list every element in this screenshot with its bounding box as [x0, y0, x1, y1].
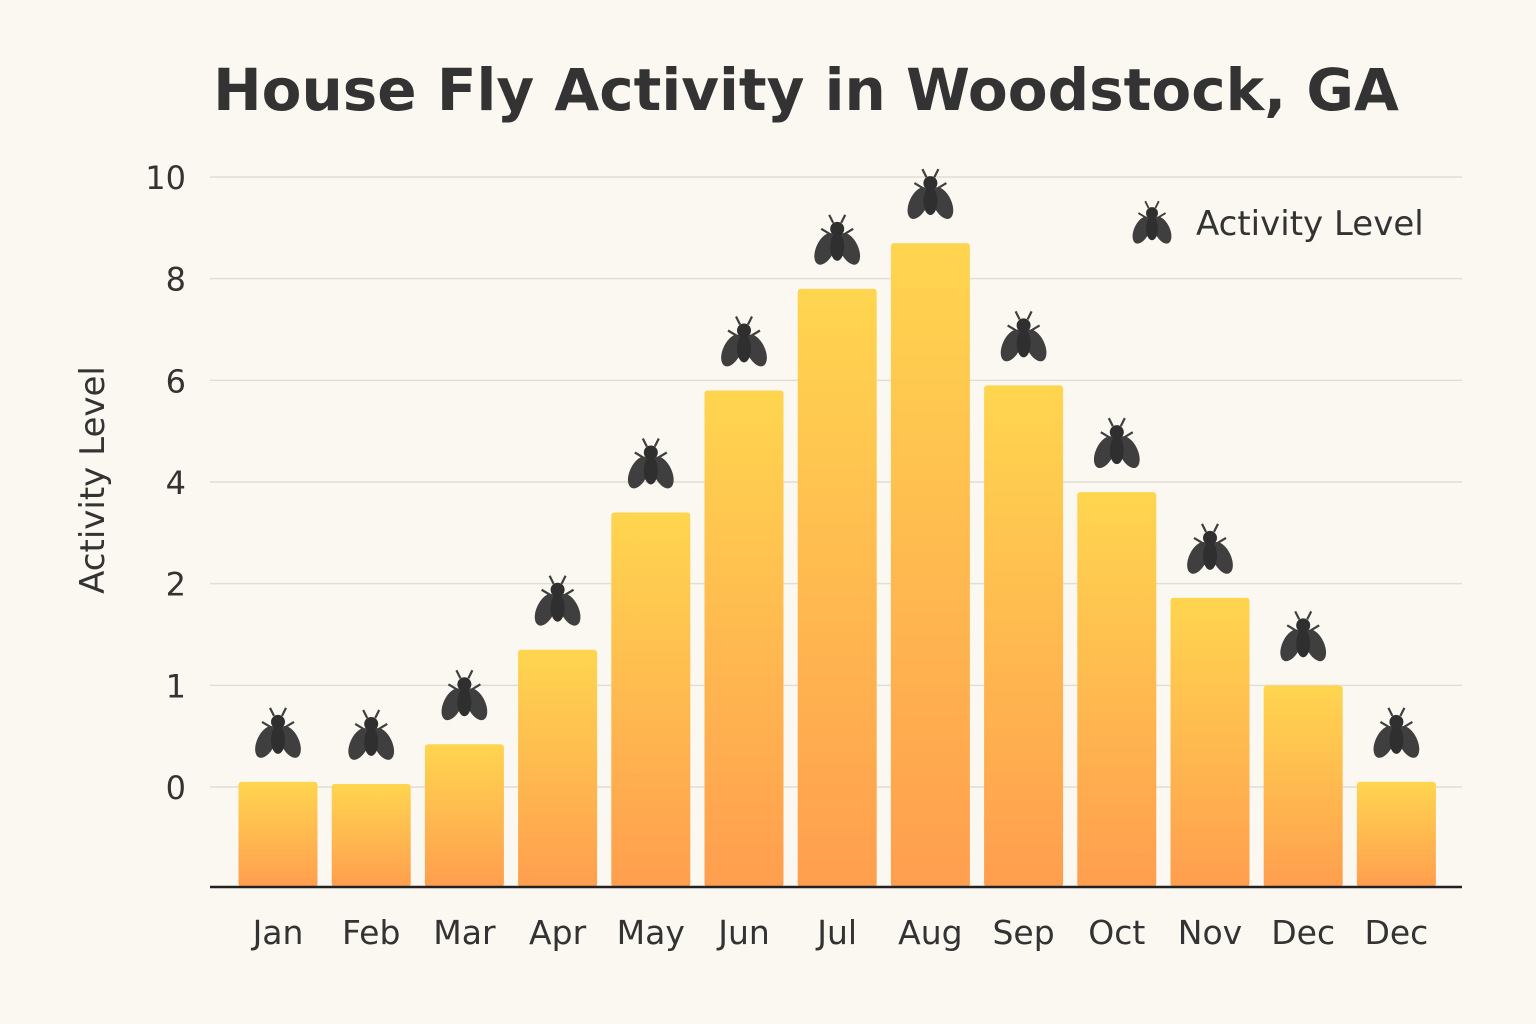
bar-jan	[238, 781, 318, 887]
x-tick-label: Jan	[251, 913, 304, 952]
fly-icon	[715, 315, 773, 371]
x-tick-label: Jul	[815, 913, 857, 952]
fly-icon	[249, 706, 307, 763]
fly-icon	[622, 437, 680, 493]
y-tick-label: 2	[166, 566, 186, 604]
bar-apr	[518, 649, 598, 887]
fly-icon	[995, 310, 1053, 366]
x-tick-label: Apr	[529, 913, 587, 952]
bar-dec	[1263, 685, 1343, 887]
x-tick-label: Oct	[1088, 913, 1145, 952]
legend: Activity Level	[1127, 200, 1424, 248]
y-tick-label: 8	[166, 261, 186, 299]
fly-icon	[342, 708, 400, 765]
x-tick-label: Sep	[992, 913, 1054, 952]
bar-aug	[890, 243, 970, 888]
fly-icon	[808, 213, 866, 270]
y-tick-label: 6	[166, 362, 186, 400]
legend-label: Activity Level	[1196, 204, 1424, 244]
chart-title: House Fly Activity in Woodstock, GA	[213, 56, 1399, 124]
y-tick-label: 4	[166, 464, 186, 502]
x-tick-label: Dec	[1364, 913, 1428, 952]
y-tick-label: 10	[145, 159, 186, 197]
bar-dec	[1356, 781, 1436, 887]
bar-jul	[797, 288, 877, 887]
x-tick-label: Feb	[342, 913, 400, 952]
bar-jun	[704, 390, 784, 887]
x-tick-label: Jun	[716, 913, 770, 952]
fly-icon	[1088, 417, 1146, 473]
legend-fly-icon	[1127, 200, 1177, 248]
x-tick-label: May	[617, 913, 685, 952]
x-tick-label: Mar	[433, 913, 496, 952]
x-tick-label: Nov	[1178, 913, 1242, 952]
y-tick-label: 0	[166, 769, 186, 807]
bar-oct	[1077, 492, 1157, 887]
x-tick-label: Aug	[898, 913, 962, 952]
bar-may	[611, 512, 691, 887]
x-tick-label: Dec	[1271, 913, 1335, 952]
fly-icon	[1274, 610, 1332, 666]
y-tick-label: 1	[166, 667, 186, 705]
bar-sep	[984, 385, 1064, 887]
y-axis-label: Activity Level	[73, 366, 113, 594]
bar-nov	[1170, 597, 1250, 887]
fly-icon	[1367, 706, 1425, 763]
bar-feb	[331, 783, 411, 887]
fly-icon	[1181, 522, 1239, 579]
fly-icon	[435, 669, 493, 725]
bar-mar	[424, 744, 504, 887]
